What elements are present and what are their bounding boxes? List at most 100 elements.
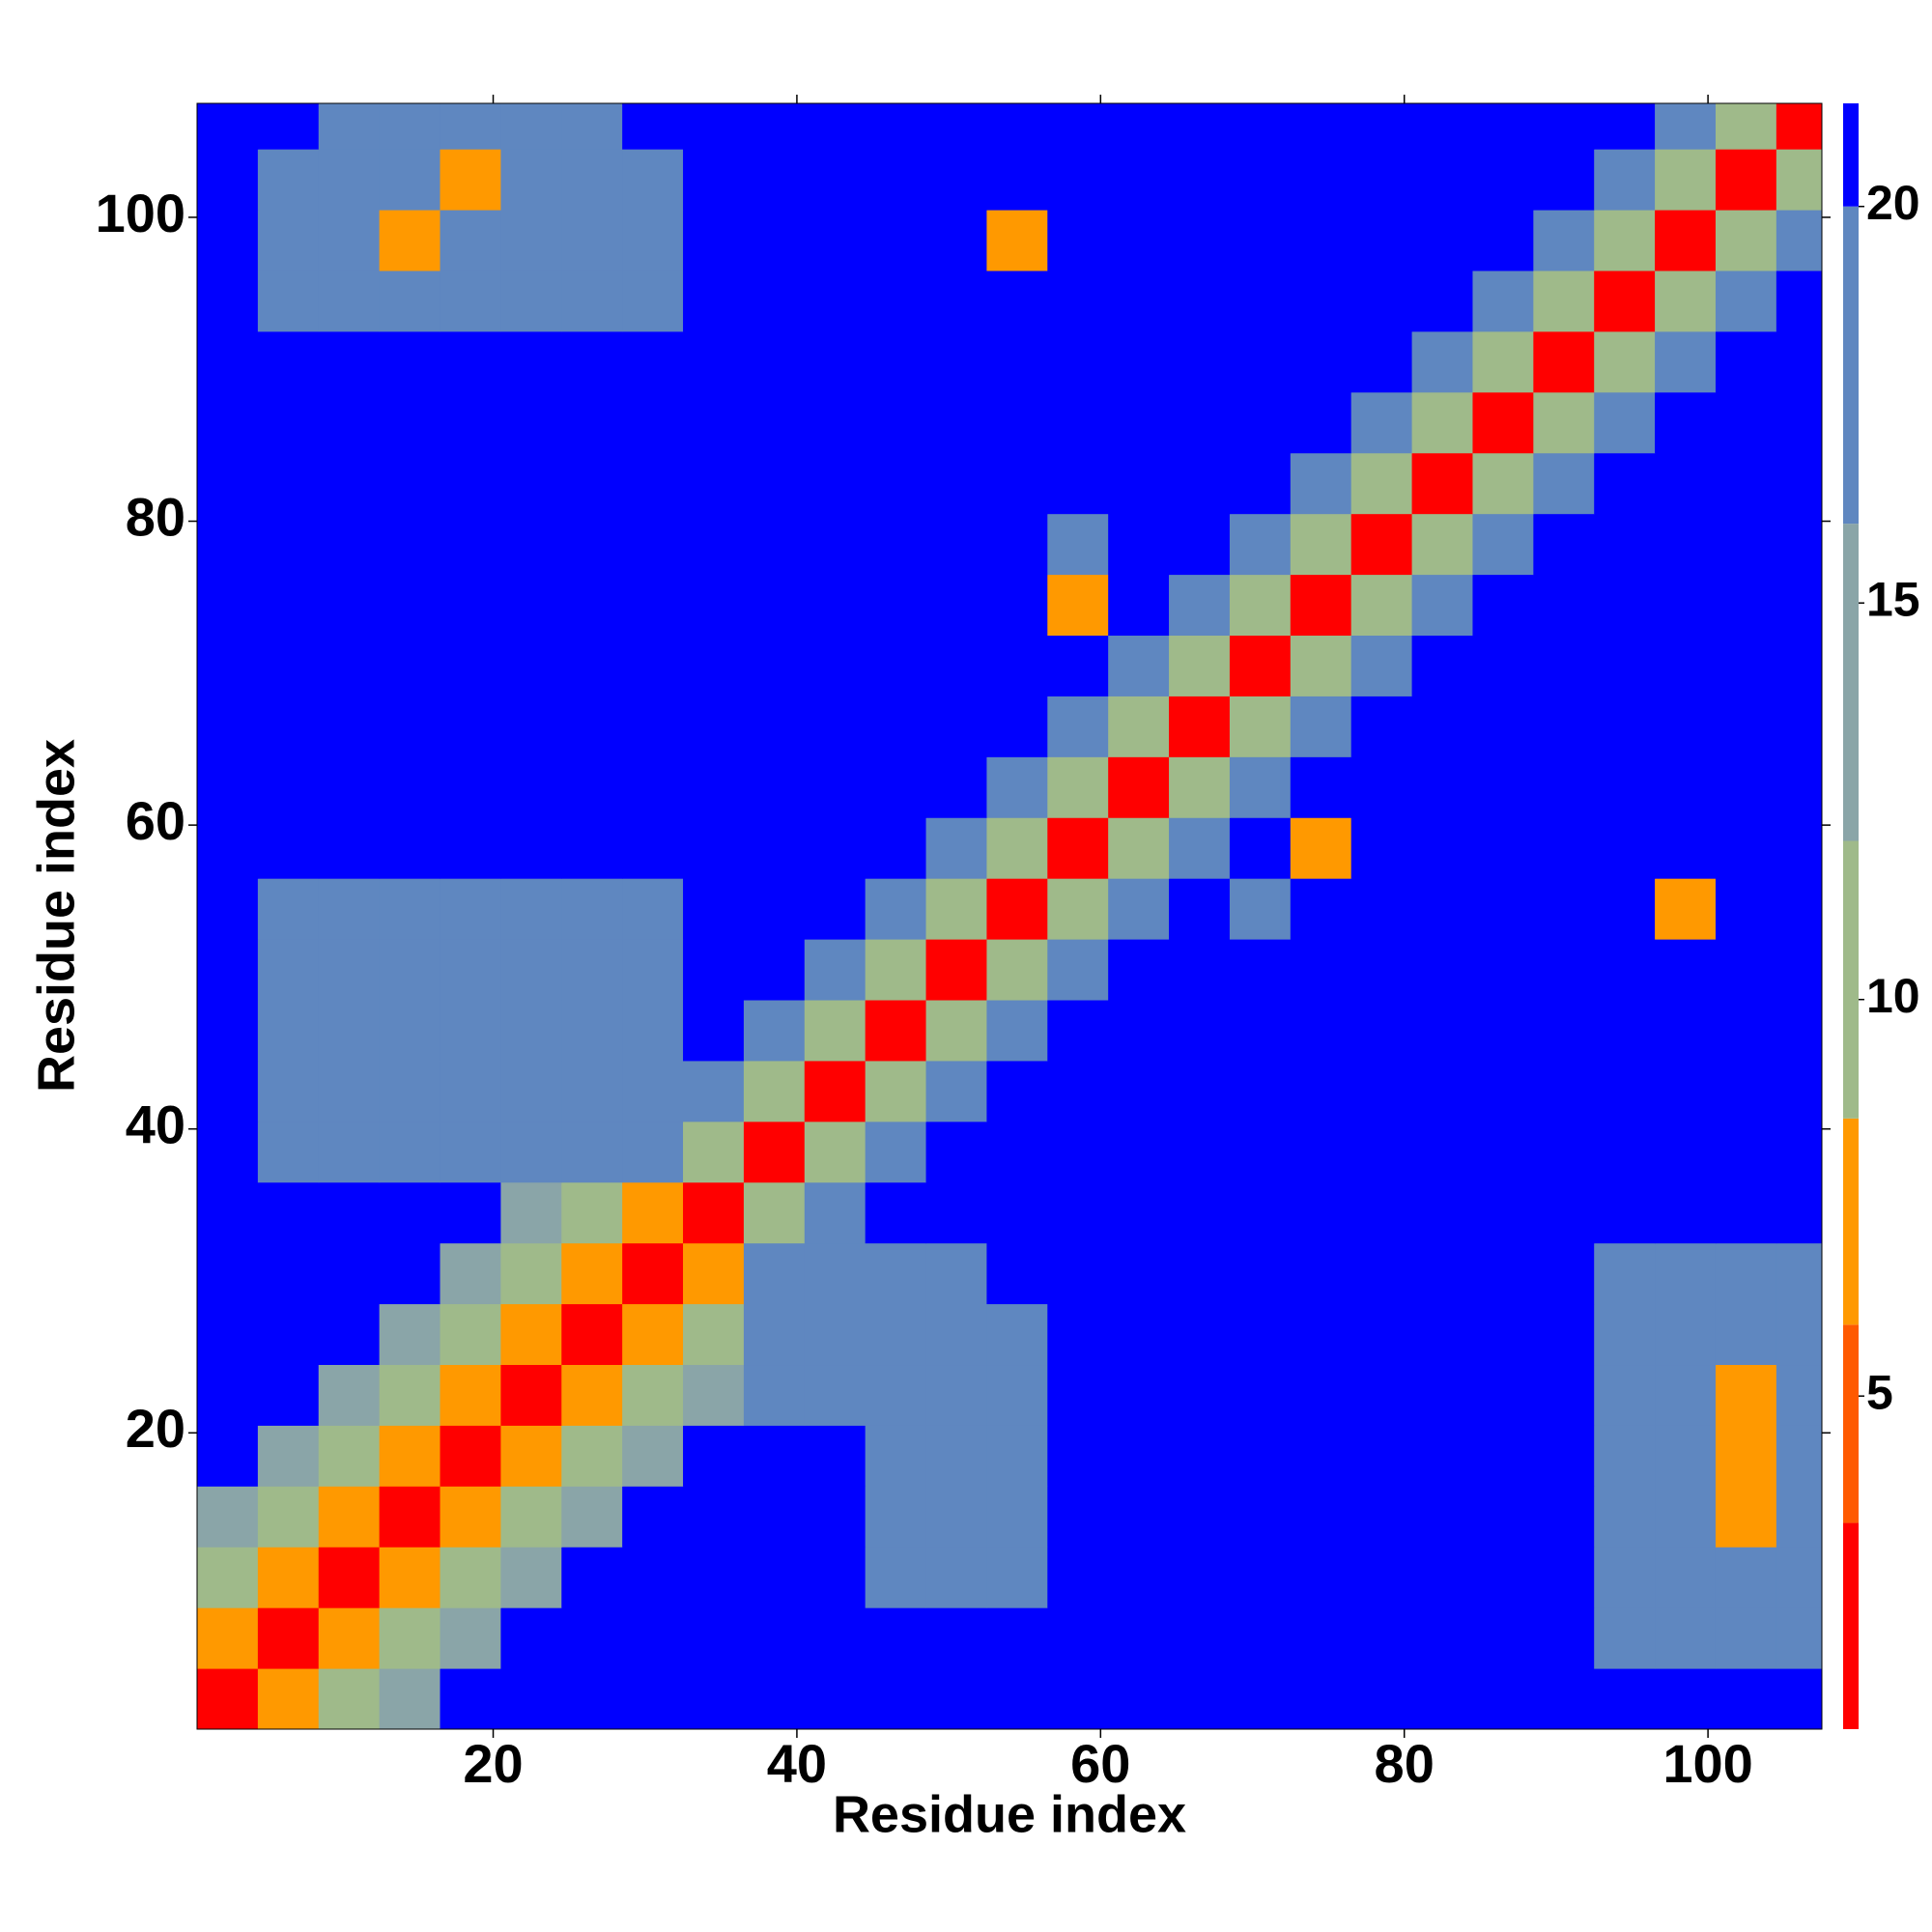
heatmap-cell [500, 635, 562, 696]
heatmap-cell [1715, 1668, 1777, 1730]
heatmap-cell [440, 635, 501, 696]
heatmap-cell [379, 1607, 441, 1669]
heatmap-cell [561, 1181, 623, 1244]
heatmap-cell [743, 635, 806, 696]
heatmap-cell [318, 1425, 381, 1487]
heatmap-cell [1472, 1303, 1534, 1366]
heatmap-cell [1108, 1425, 1170, 1487]
heatmap-cell [1472, 330, 1534, 393]
heatmap-cell [925, 696, 987, 757]
heatmap-cell [318, 103, 381, 150]
heatmap-cell [925, 391, 987, 454]
colorbar-band [1843, 1522, 1859, 1729]
heatmap-cell [1290, 1607, 1352, 1669]
heatmap-cell [1472, 103, 1534, 150]
heatmap-cell [1655, 513, 1717, 576]
heatmap-cell [1472, 1060, 1534, 1122]
heatmap-cell [622, 1425, 684, 1487]
heatmap-cell [318, 756, 381, 818]
heatmap-cell [1715, 635, 1777, 696]
heatmap-cell [865, 1242, 927, 1305]
heatmap-cell [1411, 817, 1473, 879]
heatmap-cell [1108, 330, 1170, 393]
heatmap-cell [986, 1000, 1048, 1062]
heatmap-cell [683, 1242, 745, 1305]
heatmap-cell [622, 1060, 684, 1122]
heatmap-cell [379, 1668, 441, 1730]
heatmap-cell [1472, 210, 1534, 271]
y-axis-label: Residue index [27, 739, 85, 1093]
heatmap-cell [440, 574, 501, 637]
heatmap-cell [1290, 1425, 1352, 1487]
heatmap-cell [925, 149, 987, 211]
heatmap-cell [804, 635, 867, 696]
heatmap-cell [500, 1668, 562, 1730]
heatmap-cell [440, 1303, 501, 1366]
heatmap-cell [1411, 513, 1473, 576]
heatmap-cell [379, 696, 441, 757]
heatmap-cell [1594, 1000, 1656, 1062]
heatmap-cell [1411, 149, 1473, 211]
heatmap-cell [804, 513, 867, 576]
heatmap-cell [1229, 635, 1292, 696]
heatmap-cell [1655, 878, 1717, 940]
heatmap-cell [1594, 1425, 1656, 1487]
heatmap-cell [1655, 1364, 1717, 1426]
heatmap-cell [1169, 1668, 1231, 1730]
heatmap-cell [1047, 103, 1109, 150]
heatmap-cell [1411, 878, 1473, 940]
heatmap-cell [1533, 103, 1595, 150]
heatmap-cell [1776, 1181, 1823, 1244]
heatmap-cell [865, 391, 927, 454]
heatmap-cell [743, 1547, 806, 1608]
heatmap-cell [440, 1425, 501, 1487]
heatmap-cell [257, 1303, 320, 1366]
heatmap-cell [1594, 574, 1656, 637]
heatmap-cell [379, 1425, 441, 1487]
heatmap-cell [925, 210, 987, 271]
heatmap-cell [743, 1486, 806, 1548]
heatmap-cell [1047, 696, 1109, 757]
colorbar-band [1843, 206, 1859, 525]
heatmap-cell [1533, 1668, 1595, 1730]
heatmap-cell [1108, 756, 1170, 818]
heatmap-cell [1411, 391, 1473, 454]
heatmap-cell [257, 1242, 320, 1305]
heatmap-cell [683, 103, 745, 150]
heatmap-cell [1350, 939, 1413, 1001]
heatmap-cell [1350, 270, 1413, 332]
heatmap-cell [561, 817, 623, 879]
heatmap-cell [1776, 1121, 1823, 1183]
heatmap-cell [440, 103, 501, 150]
heatmap-cell [683, 878, 745, 940]
heatmap-cell [925, 574, 987, 637]
heatmap-cell [197, 878, 259, 940]
heatmap-cell [1776, 574, 1823, 637]
heatmap-cell [561, 1607, 623, 1669]
heatmap-cell [1290, 1000, 1352, 1062]
colorbar-band [1843, 1324, 1859, 1523]
heatmap-cell [1715, 1242, 1777, 1305]
heatmap-cell [1229, 452, 1292, 515]
heatmap-cell [440, 270, 501, 332]
heatmap-cell [440, 1121, 501, 1183]
heatmap-cell [1229, 270, 1292, 332]
y-tick-label: 40 [126, 1094, 185, 1155]
heatmap-cell [318, 1242, 381, 1305]
heatmap-cell [1350, 149, 1413, 211]
heatmap-cell [1715, 513, 1777, 576]
heatmap-cell [379, 756, 441, 818]
heatmap-cell [1229, 817, 1292, 879]
heatmap-cell [1350, 1303, 1413, 1366]
heatmap-cell [925, 635, 987, 696]
heatmap-cell [1472, 513, 1534, 576]
heatmap-cell [1776, 1364, 1823, 1426]
heatmap-cell [561, 391, 623, 454]
heatmap-cell [1108, 391, 1170, 454]
heatmap-cell [1290, 756, 1352, 818]
heatmap-cell [1169, 1060, 1231, 1122]
heatmap-cell [1169, 756, 1231, 818]
heatmap-cell [257, 939, 320, 1001]
heatmap-cell [865, 696, 927, 757]
heatmap-cell [622, 1668, 684, 1730]
